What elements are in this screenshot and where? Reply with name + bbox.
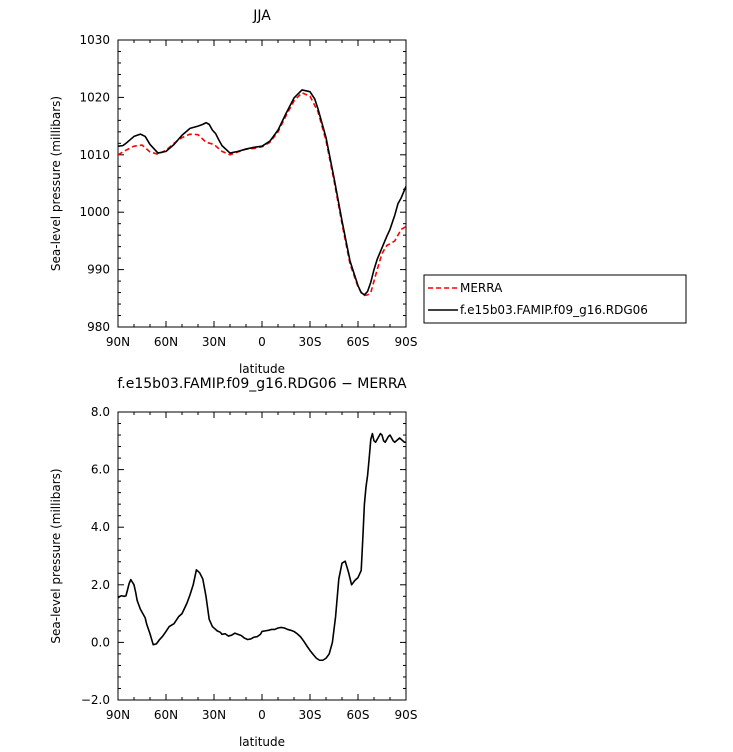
y-tick-label: 1020 [79,90,110,104]
legend: MERRA f.e15b03.FAMIP.f09_g16.RDG06 [423,274,687,324]
x-tick-label: 0 [258,335,266,349]
y-axis-label: Sea-level pressure (millibars) [49,96,63,271]
chart-title: f.e15b03.FAMIP.f09_g16.RDG06 − MERRA [117,376,407,392]
x-tick-label: 90S [395,335,418,349]
plot-frame [117,411,407,701]
chart-panel-2: f.e15b03.FAMIP.f09_g16.RDG06 − MERRA 90N 6… [49,376,417,749]
y-tick-label: 4.0 [91,520,110,534]
y-tick-label: 2.0 [91,578,110,592]
y-tick-label: 1010 [79,148,110,162]
y-tick-label: 980 [87,320,110,334]
y-tick-label: 1030 [79,33,110,47]
x-tick-label: 60N [154,708,178,722]
y-tick-label: 0.0 [91,635,110,649]
y-axis-label: Sea-level pressure (millibars) [49,468,63,643]
chart-title: JJA [252,8,271,24]
y-tick-label: −2.0 [81,693,110,707]
legend-box [423,274,687,324]
x-tick-label: 90S [395,708,418,722]
x-tick-label: 60S [347,708,370,722]
legend-entry: f.e15b03.FAMIP.f09_g16.RDG06 [460,303,648,317]
x-axis-label: latitude [239,362,285,376]
x-axis-label: latitude [239,735,285,749]
x-tick-label: 0 [258,708,266,722]
x-tick-label: 90N [106,708,130,722]
y-tick-label: 1000 [79,205,110,219]
x-tick-label: 30S [299,335,322,349]
y-tick-label: 990 [87,263,110,277]
x-tick-label: 30S [299,708,322,722]
x-tick-label: 60N [154,335,178,349]
series-line-f-e15b03-famip-f09-g16-rdg06 [118,89,406,296]
x-tick-label: 60S [347,335,370,349]
plot-frame [117,39,407,328]
y-tick-label: 8.0 [91,405,110,419]
legend-entry: MERRA [460,281,503,295]
x-tick-label: 30N [202,335,226,349]
x-tick-label: 30N [202,708,226,722]
series-line-merra [118,92,406,297]
x-tick-label: 90N [106,335,130,349]
series-line-difference [118,432,406,662]
y-tick-label: 6.0 [91,463,110,477]
chart-panel-1: JJA 90N 60N 30N 0 30S 60S 90S 980 990 1000 1010 1020… [49,8,687,376]
